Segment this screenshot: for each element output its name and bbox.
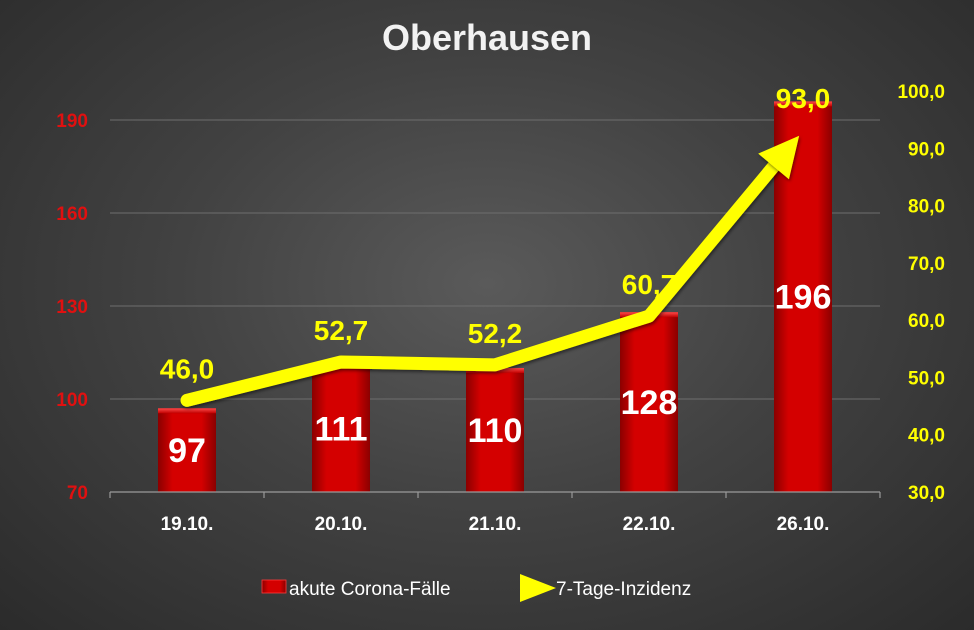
y-right-tick-label: 70,0: [908, 254, 945, 275]
bar-top: [774, 101, 832, 107]
legend-item-inzidenz: 7-Tage-Inzidenz: [520, 574, 691, 602]
line-value-label: 60,7: [622, 269, 677, 300]
legend-swatch-inzidenz: [520, 574, 556, 602]
x-tick-label: 20.10.: [315, 514, 368, 535]
chart-title: Oberhausen: [382, 17, 592, 58]
line-value-label: 93,0: [776, 83, 831, 114]
bar-body: [158, 408, 216, 492]
bar: [312, 364, 370, 492]
y-right-tick-label: 80,0: [908, 197, 945, 218]
bar-body: [466, 368, 524, 492]
line-value-label: 46,0: [160, 353, 215, 384]
legend-item-cases: akute Corona-Fälle: [261, 579, 451, 600]
bar-body: [312, 364, 370, 492]
bar-value-label: 97: [168, 432, 206, 470]
y-right-tick-label: 100,0: [897, 82, 945, 103]
bar-body: [620, 312, 678, 492]
bar-value-label: 111: [315, 410, 368, 448]
x-tick-label: 21.10.: [469, 514, 522, 535]
y-left-tick-label: 70: [67, 483, 88, 504]
y-right-tick-label: 90,0: [908, 139, 945, 160]
y-right-tick-label: 30,0: [908, 483, 945, 504]
x-tick-label: 22.10.: [623, 514, 676, 535]
bar-value-label: 110: [468, 412, 523, 450]
line-value-label: 52,7: [314, 315, 369, 346]
inzidenz-arrowhead: [758, 135, 800, 180]
bar-top: [158, 408, 216, 414]
x-tick-label: 26.10.: [777, 514, 830, 535]
line-value-label: 52,2: [468, 318, 523, 349]
bar-value-label: 196: [775, 279, 832, 317]
y-left-tick-label: 160: [56, 204, 88, 225]
bar-value-label: 128: [621, 384, 678, 422]
y-left-tick-label: 130: [56, 297, 88, 318]
y-right-tick-label: 50,0: [908, 368, 945, 389]
inzidenz-line: [180, 159, 781, 407]
legend-swatch-cases: [261, 579, 287, 594]
bar: [620, 312, 678, 492]
legend-label-inzidenz: 7-Tage-Inzidenz: [556, 579, 691, 600]
legend-label-cases: akute Corona-Fälle: [289, 579, 451, 600]
x-tick-label: 19.10.: [161, 514, 214, 535]
bar: [158, 408, 216, 492]
y-left-tick-label: 190: [56, 111, 88, 132]
y-right-tick-label: 60,0: [908, 311, 945, 332]
y-left-tick-label: 100: [56, 390, 88, 411]
y-right-tick-label: 40,0: [908, 426, 945, 447]
